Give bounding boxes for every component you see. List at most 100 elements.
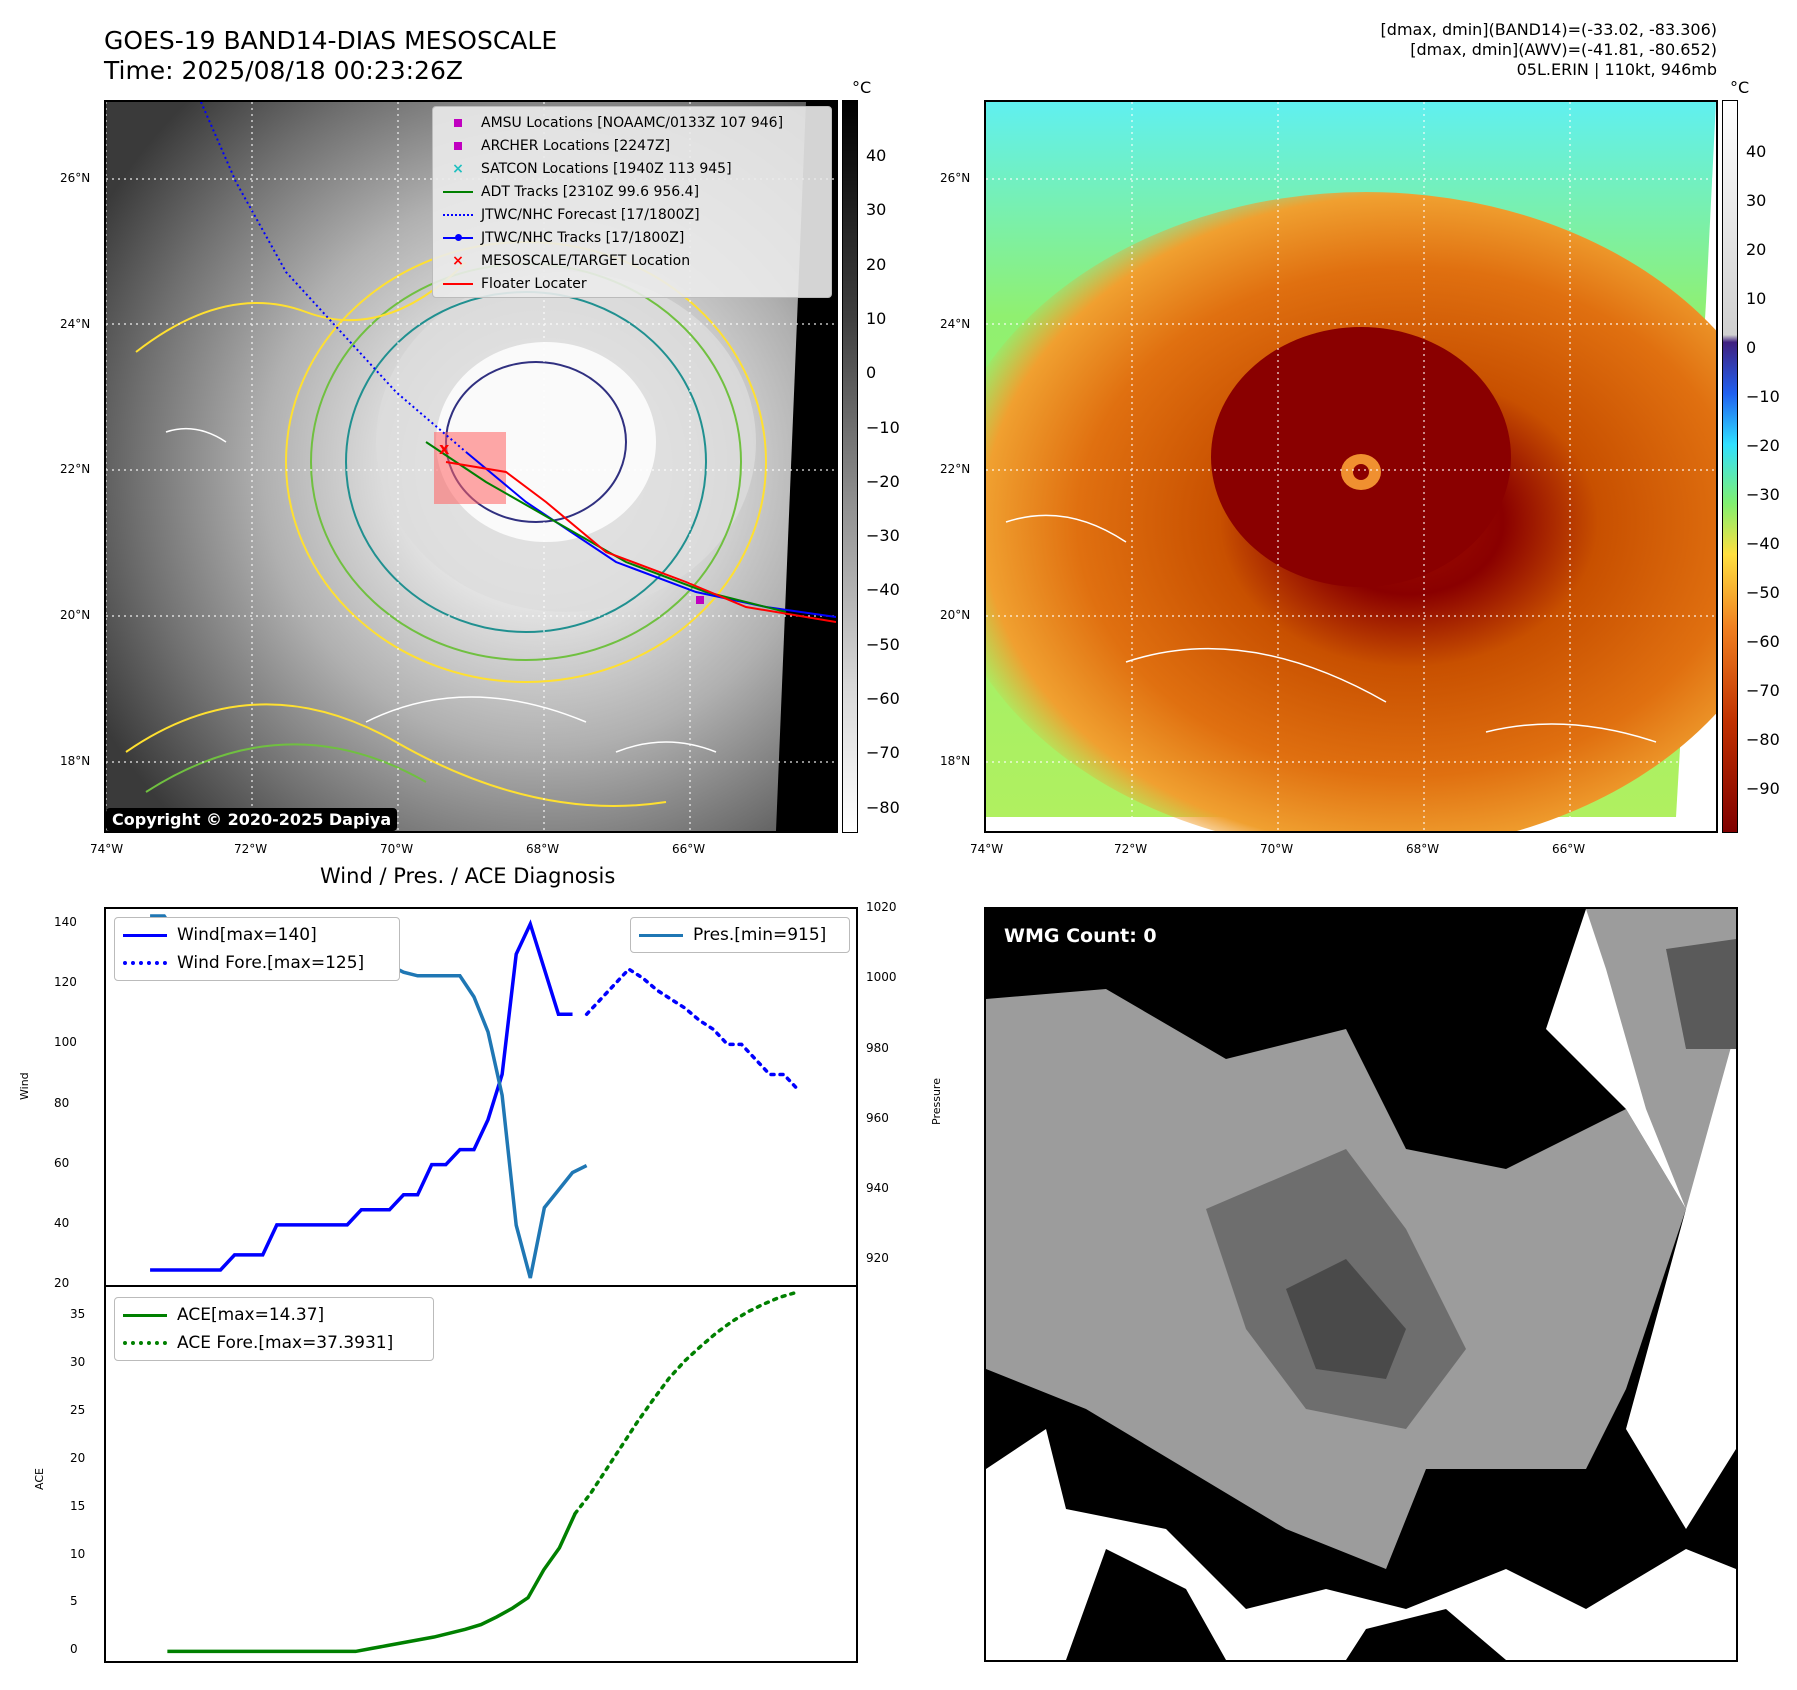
series-line [150, 919, 573, 1272]
colorbar-left-tick: −60 [866, 689, 900, 708]
ylabel-pressure: Pressure [930, 1078, 943, 1125]
colorbar-right-tick: −10 [1746, 387, 1780, 406]
wind-pressure-chart: Wind[max=140] Wind Fore.[max=125] Pres.[… [104, 907, 858, 1287]
wind-ytick: 120 [54, 975, 77, 990]
wind-ytick: 60 [54, 1155, 70, 1170]
info-line3: 05L.ERIN | 110kt, 946mb [1516, 60, 1717, 79]
legend-item-forecast: JTWC/NHC Forecast [17/1800Z] [441, 203, 823, 226]
colorbar-right-tick: −60 [1746, 632, 1780, 651]
colorbar-right-tick: 10 [1746, 289, 1767, 308]
legend-item-satcon: × SATCON Locations [1940Z 113 945] [441, 157, 823, 180]
info-line1: [dmax, dmin](BAND14)=(-33.02, -83.306) [1380, 20, 1717, 39]
series-line [584, 966, 800, 1092]
ace-ytick: 10 [70, 1546, 86, 1561]
lat-tick: 22°N [940, 462, 971, 476]
legend-item-target: × MESOSCALE/TARGET Location [441, 249, 823, 272]
ace-ytick: 5 [70, 1594, 78, 1609]
colorbar-right-tick: −70 [1746, 681, 1780, 700]
line-icon [123, 933, 167, 937]
legend-item-ace: ACE[max=14.37] [123, 1301, 425, 1329]
legend-item-archer: ARCHER Locations [2247Z] [441, 134, 823, 157]
wind-legend: Wind[max=140] Wind Fore.[max=125] [114, 917, 400, 981]
dotted-line-icon [441, 213, 475, 216]
colorbar-right-tick: 20 [1746, 240, 1767, 259]
page-title: GOES-19 BAND14-DIAS MESOSCALE Time: 2025… [104, 26, 557, 86]
title-line1: GOES-19 BAND14-DIAS MESOSCALE [104, 26, 558, 55]
legend-item-wind: Wind[max=140] [123, 921, 391, 949]
colorbar-left-tick: −40 [866, 580, 900, 600]
title-line2: Time: 2025/08/18 00:23:26Z [104, 56, 463, 85]
lon-tick: 68°W [1406, 842, 1440, 856]
lon-tick: 70°W [1260, 842, 1294, 856]
colorbar-right-tick: −40 [1746, 534, 1780, 553]
ace-chart: ACE[max=14.37] ACE Fore.[max=37.3931] [104, 1285, 858, 1663]
lon-tick: 72°W [234, 842, 268, 856]
dotted-line-icon [123, 1341, 167, 1345]
colorbar-left-tick: 30 [866, 200, 887, 220]
wind-ytick: 140 [54, 915, 77, 930]
colorbar-left-tick: −10 [866, 417, 900, 437]
ylabel-wind: Wind [18, 1072, 31, 1100]
legend-item-wind-fore: Wind Fore.[max=125] [123, 949, 391, 977]
line-icon [123, 1313, 167, 1317]
info-block: [dmax, dmin](BAND14)=(-33.02, -83.306) [… [1381, 20, 1717, 80]
svg-text:x: x [439, 439, 450, 458]
wind-ytick: 20 [54, 1276, 70, 1290]
legend-item-ace-fore: ACE Fore.[max=37.3931] [123, 1329, 425, 1357]
wmg-panel: WMG Count: 0 [984, 907, 1738, 1662]
lat-tick: 26°N [940, 171, 971, 185]
pressure-ytick: 920 [866, 1251, 889, 1266]
lat-tick: 24°N [60, 317, 91, 331]
lat-tick: 22°N [60, 462, 91, 476]
line-icon [441, 282, 475, 285]
line-dot-icon [441, 233, 475, 241]
lat-tick: 24°N [940, 317, 971, 331]
x-icon: × [452, 252, 464, 269]
ace-legend: ACE[max=14.37] ACE Fore.[max=37.3931] [114, 1297, 434, 1361]
copyright-badge: Copyright © 2020-2025 Dapiya [106, 808, 398, 831]
wmg-count-label: WMG Count: 0 [1004, 925, 1157, 947]
ace-ytick: 0 [70, 1642, 78, 1657]
ylabel-ace: ACE [33, 1468, 46, 1490]
pressure-ytick: 1020 [866, 900, 897, 914]
legend-item-tracks: JTWC/NHC Tracks [17/1800Z] [441, 226, 823, 249]
wmg-image [986, 909, 1736, 1660]
colorbar-left-tick: −20 [866, 471, 900, 491]
lat-tick: 20°N [940, 608, 971, 622]
square-icon [441, 141, 475, 150]
lon-tick: 66°W [1552, 842, 1586, 856]
info-line2: [dmax, dmin](AWV)=(-41.81, -80.652) [1410, 40, 1717, 59]
wind-ytick: 40 [54, 1215, 70, 1230]
ace-series-line [573, 1291, 797, 1516]
colorbar-left-tick: 0 [866, 363, 877, 383]
colorbar-left-tick: −70 [866, 743, 900, 763]
lon-tick: 66°W [672, 842, 706, 856]
legend-item-floater: Floater Locater [441, 272, 823, 295]
ace-series-line [167, 1512, 577, 1654]
colorbar-left-tick: 10 [866, 308, 887, 328]
colorbar-left-tick: −50 [866, 634, 900, 654]
lon-tick: 68°W [526, 842, 560, 856]
x-icon: × [452, 160, 464, 177]
legend-item-adt: ADT Tracks [2310Z 99.6 956.4] [441, 180, 823, 203]
colorbar-left-tick: −30 [866, 526, 900, 546]
pressure-ytick: 940 [866, 1181, 889, 1196]
lat-tick: 18°N [940, 754, 971, 768]
lat-tick: 26°N [60, 171, 91, 185]
ace-ytick: 30 [70, 1354, 86, 1369]
lon-tick: 74°W [970, 842, 1004, 856]
lat-tick: 18°N [60, 754, 91, 768]
line-icon [639, 933, 683, 937]
lat-tick: 20°N [60, 608, 91, 622]
square-icon [441, 118, 475, 127]
dias-map-image [986, 102, 1716, 831]
colorbar-unit-right: °C [1730, 78, 1750, 97]
wind-ytick: 100 [54, 1035, 77, 1050]
colorbar-left-tick: 20 [866, 254, 887, 274]
colorbar-right-tick: −80 [1746, 730, 1780, 749]
lon-tick: 70°W [380, 842, 414, 856]
colorbar-right-tick: 40 [1746, 142, 1767, 161]
ace-ytick: 15 [70, 1498, 86, 1513]
lon-tick: 72°W [1114, 842, 1148, 856]
pressure-ytick: 980 [866, 1040, 889, 1055]
